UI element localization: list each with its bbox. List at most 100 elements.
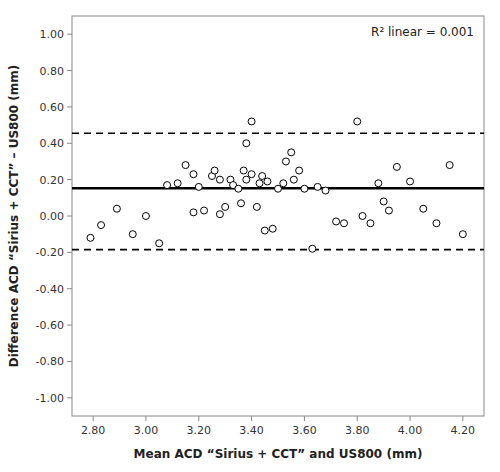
y-tick-label: -0.40 [36,283,64,296]
y-tick-label: -0.60 [36,319,64,332]
plot-frame [72,16,484,416]
point [253,203,260,210]
point [280,180,287,187]
x-tick [304,416,305,421]
point [211,167,218,174]
point [367,220,374,227]
point [216,211,223,218]
y-tick-label: 1.00 [40,28,65,41]
point [380,198,387,205]
point [301,185,308,192]
chart: 2.80 3.00 3.20 3.40 3.60 3.80 4.00 4.20 -1.00 -0.… [0,0,500,472]
point [314,183,321,190]
x-axis-label: Mean ACD “Sirius + CCT” and US800 (mm) [134,447,423,461]
x-tick [145,416,146,421]
y-tick [67,106,72,107]
point [156,240,163,247]
reference-line [72,132,484,134]
x-tick-label: 4.20 [451,424,476,437]
plot-area [72,118,484,252]
point [393,163,400,170]
point [375,180,382,187]
axes: 2.80 3.00 3.20 3.40 3.60 3.80 4.00 4.20 -1.00 -0.… [36,28,476,437]
point [261,227,268,234]
point [420,205,427,212]
point [182,162,189,169]
point [296,167,303,174]
point [259,173,266,180]
y-tick-label: -0.80 [36,355,64,368]
point [275,185,282,192]
y-tick [67,143,72,144]
point [113,205,120,212]
point [243,140,250,147]
y-tick [67,34,72,35]
point [87,234,94,241]
y-tick [67,361,72,362]
y-tick [67,325,72,326]
x-tick-label: 3.80 [345,424,370,437]
point [385,207,392,214]
point [256,180,263,187]
reference-line [72,249,484,251]
x-tick-label: 3.00 [134,424,159,437]
point [243,176,250,183]
point [407,178,414,185]
y-tick [67,397,72,398]
point [288,149,295,156]
point [98,222,105,229]
y-tick [67,252,72,253]
point [248,171,255,178]
y-tick-label: 0.60 [40,101,65,114]
point [354,118,361,125]
y-tick [67,179,72,180]
x-tick-label: 4.00 [398,424,423,437]
point [235,185,242,192]
point [216,176,223,183]
x-tick-label: 3.60 [292,424,317,437]
y-tick [67,216,72,217]
y-axis-label: Difference ACD “Sirius + CCT” – US800 (m… [7,65,21,368]
y-tick-label: 0.00 [40,210,65,223]
x-tick [462,416,463,421]
annotation: R² linear = 0.001 [371,25,474,39]
y-tick-label: 0.40 [40,137,65,150]
x-tick [251,416,252,421]
y-tick-label: -0.20 [36,246,64,259]
point [248,118,255,125]
x-tick [198,416,199,421]
point [240,167,247,174]
point [290,176,297,183]
y-tick [67,70,72,71]
point [309,245,316,252]
y-tick [67,288,72,289]
point [129,231,136,238]
point [322,187,329,194]
point [238,200,245,207]
point [341,220,348,227]
point [269,225,276,232]
point [195,183,202,190]
point [333,218,340,225]
point [190,171,197,178]
x-tick [410,416,411,421]
y-tick-label: -1.00 [36,392,64,405]
point [433,220,440,227]
x-tick-label: 3.40 [239,424,264,437]
point [190,209,197,216]
point [164,182,171,189]
point [222,203,229,210]
point [264,178,271,185]
point [142,213,149,220]
point [201,207,208,214]
x-tick [93,416,94,421]
point [282,158,289,165]
x-tick [357,416,358,421]
x-tick-label: 2.80 [81,424,106,437]
point [359,213,366,220]
point [446,162,453,169]
point [459,231,466,238]
point [174,180,181,187]
y-tick-label: 0.20 [40,174,65,187]
x-tick-label: 3.20 [187,424,212,437]
